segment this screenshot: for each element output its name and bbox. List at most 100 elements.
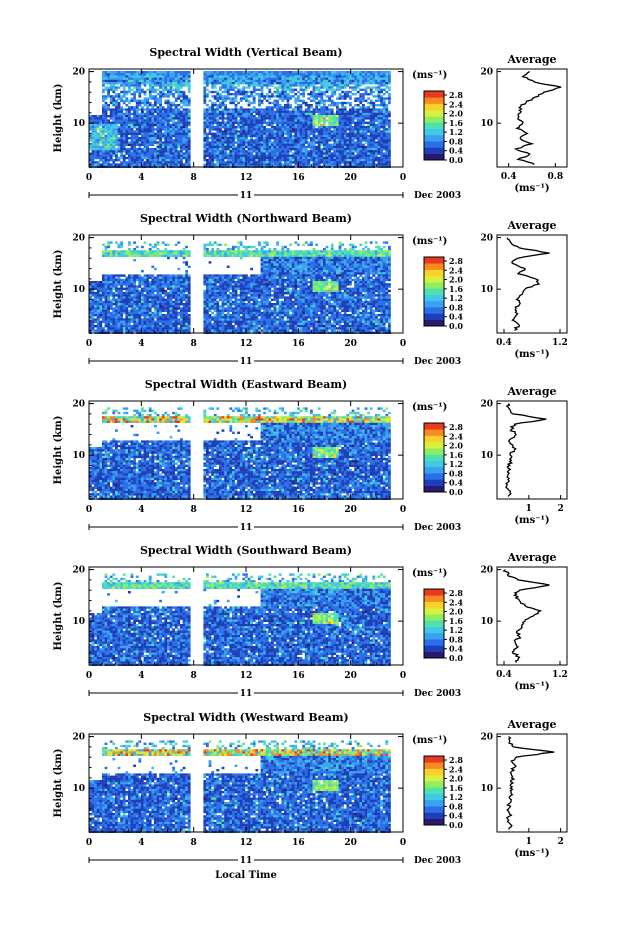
colorbar-tick-label: 2.4	[449, 265, 463, 275]
colorbar-swatch	[424, 282, 444, 289]
x-tick-label: 0	[86, 838, 92, 848]
colorbar-tick-label: 0.4	[449, 644, 463, 654]
colorbar-swatch	[424, 595, 444, 602]
colorbar-swatch	[424, 429, 444, 436]
average-title: Average	[506, 718, 556, 731]
x-tick-label: 20	[344, 173, 357, 183]
x-tick-label: 16	[292, 173, 305, 183]
colorbar-swatch	[424, 122, 444, 129]
average-x-label: (ms⁻¹)	[514, 681, 549, 692]
x-tick-label: 0	[86, 505, 92, 515]
date-label: Dec 2003	[414, 856, 461, 866]
average-y-tick-label: 20	[480, 68, 493, 78]
heatmap	[89, 573, 391, 666]
x-tick-label: 8	[191, 173, 197, 183]
colorbar-swatch	[424, 116, 444, 123]
average-x-label: (ms⁻¹)	[514, 515, 549, 526]
average-x-tick-label: 1.2	[552, 338, 568, 348]
colorbar-tick-label: 2.0	[449, 109, 463, 119]
day-label: 11	[240, 357, 253, 367]
colorbar-swatch	[424, 787, 444, 794]
average-x-tick-label: 1	[526, 837, 532, 847]
panel-0: Spectral Width (Vertical Beam)0 4 8 12 16 20 0…	[53, 46, 567, 201]
average-x-tick-label: 2	[558, 837, 564, 847]
y-axis-label: Height (km)	[53, 250, 64, 319]
x-tick-label: 12	[240, 671, 253, 681]
colorbar-tick-label: 1.6	[449, 450, 463, 460]
x-tick-label: 4	[138, 173, 144, 183]
colorbar-tick-label: 2.4	[449, 597, 463, 607]
colorbar-tick-label: 0.4	[449, 478, 463, 488]
colorbar-swatch	[424, 154, 444, 161]
colorbar-swatch	[424, 129, 444, 136]
x-tick-label: 8	[191, 505, 197, 515]
colorbar-swatch	[424, 307, 444, 314]
x-tick-label: 12	[240, 339, 253, 349]
colorbar-unit: (ms⁻¹)	[412, 70, 447, 81]
date-label: Dec 2003	[414, 689, 461, 699]
colorbar-tick-label: 0.0	[449, 820, 463, 830]
y-tick-label: 20	[72, 234, 85, 244]
colorbar-tick-label: 0.0	[449, 155, 463, 165]
x-tick-label: 0	[400, 339, 406, 349]
colorbar-swatch	[424, 97, 444, 104]
average-y-tick-label: 20	[480, 400, 493, 410]
colorbar-tick-label: 1.2	[449, 127, 463, 137]
y-tick-label: 10	[72, 451, 85, 461]
average-x-label: (ms⁻¹)	[514, 183, 549, 194]
x-tick-label: 8	[191, 838, 197, 848]
x-tick-label: 4	[138, 339, 144, 349]
colorbar-unit: (ms⁻¹)	[412, 568, 447, 579]
day-label: 11	[240, 191, 253, 201]
y-tick-label: 20	[72, 400, 85, 410]
colorbar-swatch	[424, 608, 444, 615]
x-tick-label: 16	[292, 671, 305, 681]
y-tick-label: 20	[72, 733, 85, 743]
average-profile-line	[507, 737, 555, 830]
colorbar-tick-label: 0.8	[449, 302, 463, 312]
colorbar-tick-label: 2.0	[449, 774, 463, 784]
colorbar-tick-label: 2.8	[449, 422, 463, 432]
x-tick-label: 16	[292, 505, 305, 515]
average-y-tick-label: 20	[480, 566, 493, 576]
colorbar-swatch	[424, 639, 444, 646]
colorbar-swatch	[424, 295, 444, 302]
colorbar-tick-label: 2.0	[449, 607, 463, 617]
panel-2: Spectral Width (Eastward Beam)0 4 8 12 16 20 0…	[53, 378, 567, 533]
average-x-tick-label: 1.2	[552, 670, 568, 680]
colorbar-swatch	[424, 141, 444, 148]
y-axis-label: Height (km)	[53, 582, 64, 651]
x-tick-label: 8	[191, 671, 197, 681]
x-tick-label: 20	[344, 838, 357, 848]
x-tick-label: 16	[292, 838, 305, 848]
colorbar-swatch	[424, 645, 444, 652]
x-tick-label: 0	[400, 173, 406, 183]
panel-title: Spectral Width (Westward Beam)	[143, 711, 348, 724]
average-x-tick-label: 2	[558, 504, 564, 514]
colorbar-swatch	[424, 461, 444, 468]
panel-title: Spectral Width (Northward Beam)	[140, 212, 352, 225]
colorbar-swatch	[424, 288, 444, 295]
panel-title: Spectral Width (Vertical Beam)	[149, 46, 342, 59]
x-tick-label: 0	[400, 505, 406, 515]
colorbar-swatch	[424, 436, 444, 443]
colorbar-tick-label: 0.8	[449, 136, 463, 146]
colorbar-swatch	[424, 135, 444, 142]
colorbar-swatch	[424, 633, 444, 640]
date-label: Dec 2003	[414, 523, 461, 533]
average-frame	[497, 69, 567, 167]
colorbar-swatch	[424, 448, 444, 455]
heatmap	[89, 241, 391, 334]
colorbar-swatch	[424, 819, 444, 826]
colorbar-tick-label: 1.6	[449, 616, 463, 626]
x-tick-label: 0	[86, 173, 92, 183]
x-tick-label: 0	[86, 339, 92, 349]
x-tick-label: 12	[240, 838, 253, 848]
average-profile-line	[516, 72, 562, 165]
panel-4: Spectral Width (Westward Beam)0 4 8 12 16 20 0…	[53, 711, 567, 866]
panel-title: Spectral Width (Southward Beam)	[140, 544, 352, 557]
colorbar-swatch	[424, 301, 444, 308]
colorbar-swatch	[424, 806, 444, 813]
